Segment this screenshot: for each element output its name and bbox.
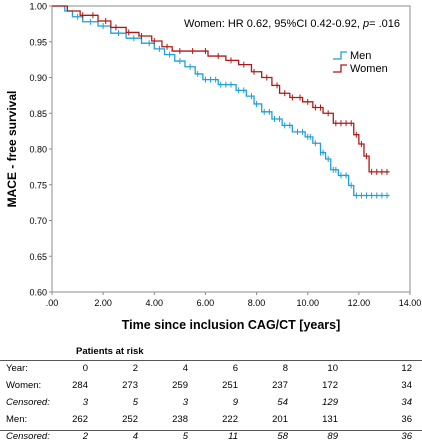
x-tick-label: 8.00	[248, 298, 266, 308]
x-tick-label: .00	[46, 298, 59, 308]
risk-cell: 0	[82, 363, 88, 374]
risk-cell: 54	[277, 397, 288, 408]
risk-cell: 237	[272, 380, 288, 391]
risk-cell: 11	[228, 431, 238, 442]
x-axis-ticks: .00 2.00 4.00 6.00 8.00 10.00 12.00 14.00	[46, 292, 422, 308]
y-tick-label: 0.65	[29, 252, 47, 262]
series-men	[52, 5, 390, 199]
risk-cell: 251	[222, 380, 238, 391]
risk-row-label: Censored:	[6, 397, 50, 408]
risk-cell: 201	[272, 414, 288, 425]
risk-cell: 131	[322, 414, 338, 425]
risk-row-women-censored: Censored: 3 5 3 9 54 129 34	[0, 397, 422, 413]
risk-table-top-rule	[0, 360, 422, 361]
x-axis-label: Time since inclusion CAG/CT [years]	[122, 318, 341, 332]
risk-cell: 238	[172, 414, 188, 425]
risk-row-men: Men: 262 252 238 222 201 131 36	[0, 414, 422, 430]
risk-cell: 172	[322, 380, 338, 391]
x-tick-label: 12.00	[348, 298, 371, 308]
risk-cell: 252	[122, 414, 138, 425]
risk-cell: 5	[182, 431, 188, 442]
y-tick-label: 0.95	[29, 37, 47, 47]
risk-cell: 129	[322, 397, 338, 408]
legend-label-women: Women	[350, 63, 388, 75]
risk-cell: 273	[122, 380, 138, 391]
risk-cell: 34	[401, 380, 412, 391]
risk-cell: 4	[182, 363, 188, 374]
x-tick-label: 4.00	[146, 298, 164, 308]
risk-cell: 8	[282, 363, 288, 374]
risk-cell: 259	[172, 380, 188, 391]
x-tick-label: 10.00	[296, 298, 319, 308]
risk-row-year: Year: 0 2 4 6 8 10 12	[0, 363, 422, 379]
legend-label-men: Men	[350, 50, 371, 62]
risk-row-label: Censored:	[6, 431, 50, 442]
risk-cell: 4	[132, 431, 138, 442]
risk-cell: 34	[401, 397, 412, 408]
hr-annotation-p: p	[362, 18, 369, 30]
x-tick-label: 2.00	[94, 298, 112, 308]
y-tick-label: 0.70	[29, 216, 47, 226]
risk-row-label: Year:	[6, 363, 28, 374]
risk-cell: 58	[277, 431, 288, 442]
risk-cell: 12	[401, 363, 412, 374]
risk-cell: 262	[72, 414, 88, 425]
y-tick-label: 0.80	[29, 145, 47, 155]
risk-cell: 284	[72, 380, 88, 391]
risk-cell: 10	[327, 363, 338, 374]
hr-annotation-pvalue: = .016	[369, 18, 400, 30]
risk-cell: 36	[401, 414, 412, 425]
plot-area	[51, 5, 411, 293]
series-layer	[52, 5, 390, 199]
risk-cell: 3	[182, 397, 188, 408]
risk-row-label: Men:	[6, 414, 28, 425]
risk-cell: 36	[401, 431, 412, 442]
risk-cell: 89	[327, 431, 338, 442]
risk-cell: 3	[82, 397, 88, 408]
risk-cell: 6	[232, 363, 238, 374]
risk-table-bottom-rule	[0, 430, 422, 431]
km-survival-chart: 0.60 0.65 0.70 0.75 0.80 0.85 0.90 0.95 1.00 .00…	[5, 2, 422, 333]
legend-swatch-men	[333, 51, 347, 60]
legend-swatch-women	[333, 64, 347, 73]
x-tick-label: 6.00	[197, 298, 215, 308]
risk-cell: 2	[82, 431, 88, 442]
risk-cell: 222	[222, 414, 238, 425]
series-line-men	[52, 5, 390, 197]
y-tick-label: 0.90	[29, 73, 47, 83]
risk-row-men-censored: Censored: 2 4 5 11 58 89 36	[0, 431, 422, 447]
risk-table-header: Patients at risk	[76, 346, 144, 357]
series-line-women	[52, 5, 390, 173]
risk-table: Patients at risk Year: 0 2 4 6 8 10 12 W…	[0, 340, 422, 442]
legend: Men Women	[333, 50, 388, 75]
risk-cell: 9	[232, 397, 238, 408]
hr-annotation-text: Women: HR 0.62, 95%CI 0.42-0.92,	[184, 18, 363, 30]
risk-row-women: Women: 284 273 259 251 237 172 34	[0, 380, 422, 396]
y-axis-label: MACE - free survival	[5, 91, 19, 208]
y-tick-label: 1.00	[29, 2, 47, 12]
hr-annotation: Women: HR 0.62, 95%CI 0.42-0.92, p= .016	[184, 18, 400, 30]
y-tick-label: 0.85	[29, 109, 47, 119]
risk-cell: 5	[132, 397, 138, 408]
risk-cell: 2	[132, 363, 138, 374]
series-women	[52, 5, 390, 175]
y-tick-label: 0.75	[29, 180, 47, 190]
risk-row-label: Women:	[6, 380, 42, 391]
y-tick-label: 0.60	[29, 288, 47, 298]
x-tick-label: 14.00	[399, 298, 422, 308]
y-axis-ticks: 0.60 0.65 0.70 0.75 0.80 0.85 0.90 0.95 1.00	[29, 2, 52, 298]
